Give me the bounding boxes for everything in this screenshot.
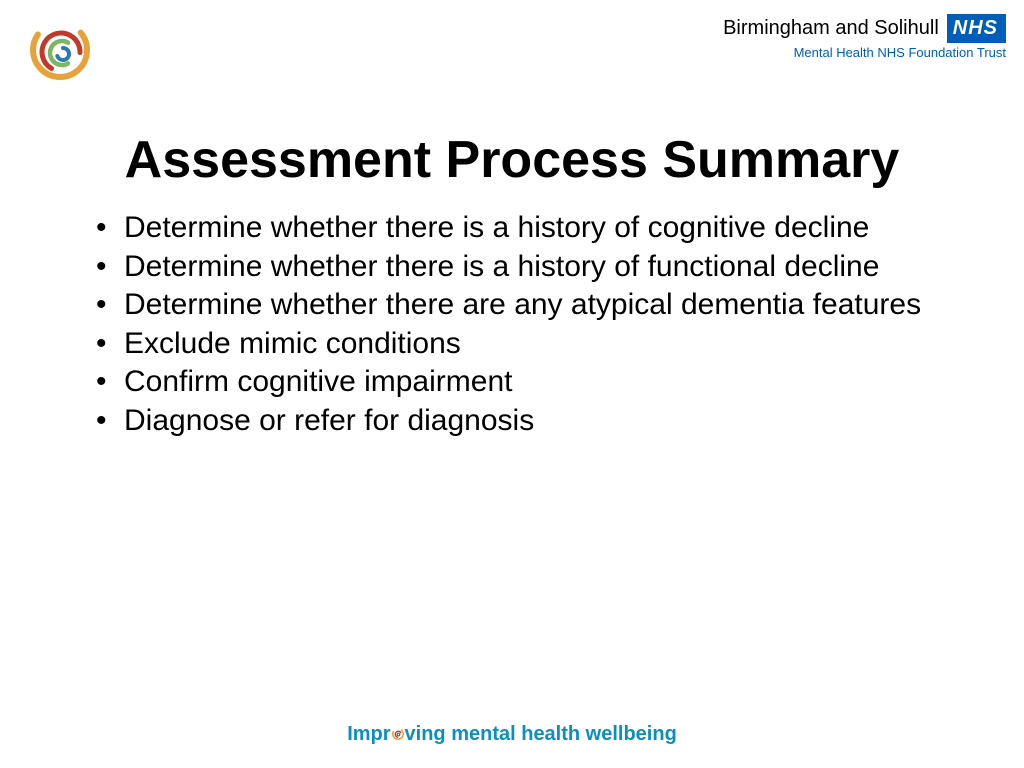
list-item: Diagnose or refer for diagnosis	[90, 403, 964, 440]
footer-suffix: ving mental health wellbeing	[405, 723, 677, 745]
nhs-branding: Birmingham and Solihull NHS Mental Healt…	[723, 14, 1006, 60]
slide-title: Assessment Process Summary	[0, 130, 1024, 190]
org-subtitle: Mental Health NHS Foundation Trust	[723, 45, 1006, 60]
org-name: Birmingham and Solihull	[723, 17, 939, 40]
footer-prefix: Impr	[347, 723, 390, 745]
list-item: Determine whether there is a history of …	[90, 249, 964, 286]
list-item: Determine whether there is a history of …	[90, 210, 964, 247]
footer-tagline: Impr ving mental health wellbeing	[0, 723, 1024, 746]
list-item: Confirm cognitive impairment	[90, 364, 964, 401]
bullet-list: Determine whether there is a history of …	[90, 210, 964, 442]
spiral-logo-icon	[28, 18, 92, 82]
slide-header: Birmingham and Solihull NHS Mental Healt…	[0, 0, 1024, 90]
nhs-badge-icon: NHS	[947, 14, 1006, 43]
list-item: Exclude mimic conditions	[90, 326, 964, 363]
footer-swirl-icon	[391, 723, 405, 746]
list-item: Determine whether there are any atypical…	[90, 287, 964, 324]
